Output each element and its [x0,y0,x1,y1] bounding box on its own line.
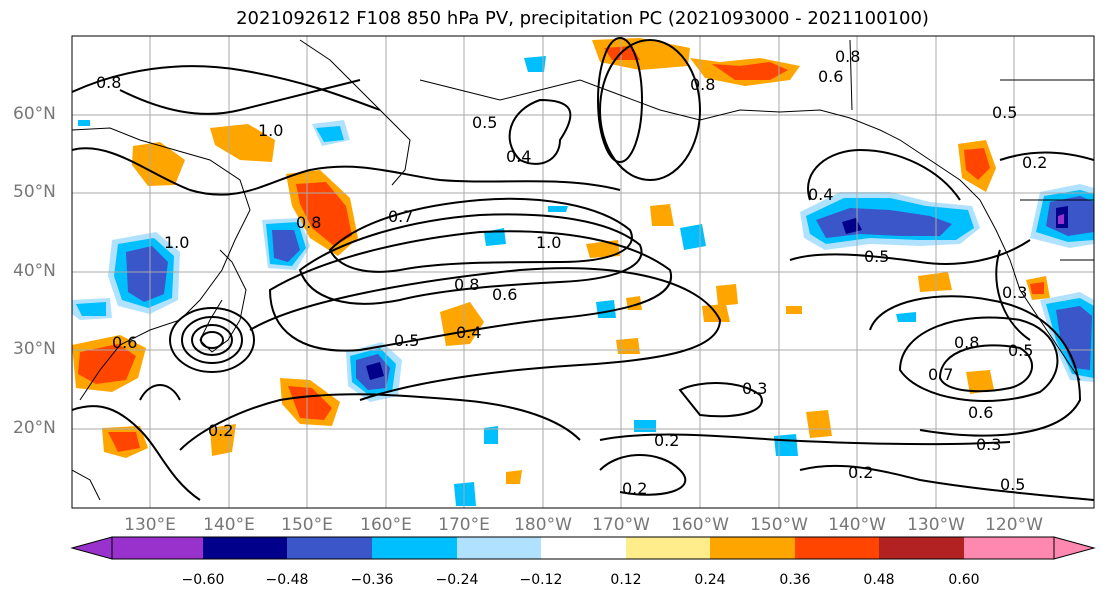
contour-label: 0.6 [112,333,137,352]
contour-label: 0.7 [388,207,413,226]
lon-label: 160°W [671,515,729,535]
contour-label: 0.5 [1008,341,1033,360]
contour-label: 1.0 [536,233,561,252]
contour-label: 0.3 [742,379,767,398]
contour-label: 0.6 [818,67,843,86]
lat-label: 40°N [13,261,56,281]
lon-label: 140°W [828,515,886,535]
contour-label: 0.8 [454,275,479,294]
lon-label: 150°E [281,515,333,535]
colorbar-tick-label: −0.48 [265,572,309,588]
contour-label: 0.7 [928,365,953,384]
contour-label: 0.8 [835,47,860,66]
lat-label: 20°N [13,418,56,438]
lon-label: 130°E [124,515,176,535]
lat-label: 30°N [13,339,56,359]
contour-label: 0.3 [976,435,1001,454]
contour-label: 0.5 [472,113,497,132]
colorbar-extend-low [70,536,113,560]
colorbar-tick-label: −0.12 [519,572,563,588]
lon-label: 180°W [514,515,572,535]
lat-label: 60°N [13,104,56,124]
colorbar-segment [372,537,457,559]
contour-label: 0.6 [968,403,993,422]
colorbar-segment [626,537,710,559]
colorbar-segment [112,537,203,559]
contour-label: 1.0 [258,121,283,140]
lon-label: 170°W [592,515,650,535]
colorbar-extend-high [1053,536,1096,560]
lon-label: 150°W [750,515,808,535]
contour-label: 1.0 [164,233,189,252]
contour-label: 0.4 [456,323,481,342]
lat-label: 50°N [13,182,56,202]
lon-label: 170°E [438,515,490,535]
contour-label: 0.8 [690,75,715,94]
colorbar-segment [710,537,795,559]
lon-label: 120°W [985,515,1043,535]
contour-label: 0.5 [1000,475,1025,494]
colorbar-tick-label: 0.48 [863,572,895,588]
contour-labels: 0.8 0.8 0.6 0.5 0.4 1.0 0.7 0.8 1.0 0.8 … [96,47,1047,498]
lon-label: 140°E [203,515,255,535]
contour-label: 0.5 [992,103,1017,122]
contour-label: 0.6 [492,285,517,304]
colorbar-segment [795,537,879,559]
contour-label: 0.2 [848,463,873,482]
pv-contours [72,37,1094,501]
colorbar-tick-label: −0.60 [181,572,225,588]
precip-shading [72,38,1094,506]
colorbar-segment [287,537,372,559]
contour-label: 0.8 [954,333,979,352]
contour-label: 0.5 [394,331,419,350]
contour-label: 0.2 [208,421,233,440]
lon-label: 130°W [907,515,965,535]
contour-label: 0.8 [296,213,321,232]
contour-label: 0.5 [864,247,889,266]
contour-label: 0.2 [654,431,679,450]
contour-label: 0.4 [808,185,833,204]
colorbar-tick-label: 0.60 [948,572,980,588]
colorbar-segment [964,537,1054,559]
contour-label: 0.4 [506,147,531,166]
contour-label: 0.3 [1002,283,1027,302]
colorbar-tick-label: 0.24 [694,572,726,588]
contour-label: 0.8 [96,73,121,92]
colorbar [70,536,1096,560]
contour-label: 0.2 [622,479,647,498]
lon-label: 160°E [360,515,412,535]
colorbar-tick-label: 0.36 [779,572,811,588]
colorbar-segment [879,537,964,559]
plot-title: 2021092612 F108 850 hPa PV, precipitatio… [236,8,929,29]
colorbar-segment [457,537,541,559]
colorbar-tick-label: 0.12 [610,572,642,588]
colorbar-tick-label: −0.36 [350,572,394,588]
colorbar-segment [203,537,287,559]
colorbar-tick-label: −0.24 [435,572,479,588]
colorbar-segment [541,537,626,559]
contour-label: 0.2 [1022,153,1047,172]
